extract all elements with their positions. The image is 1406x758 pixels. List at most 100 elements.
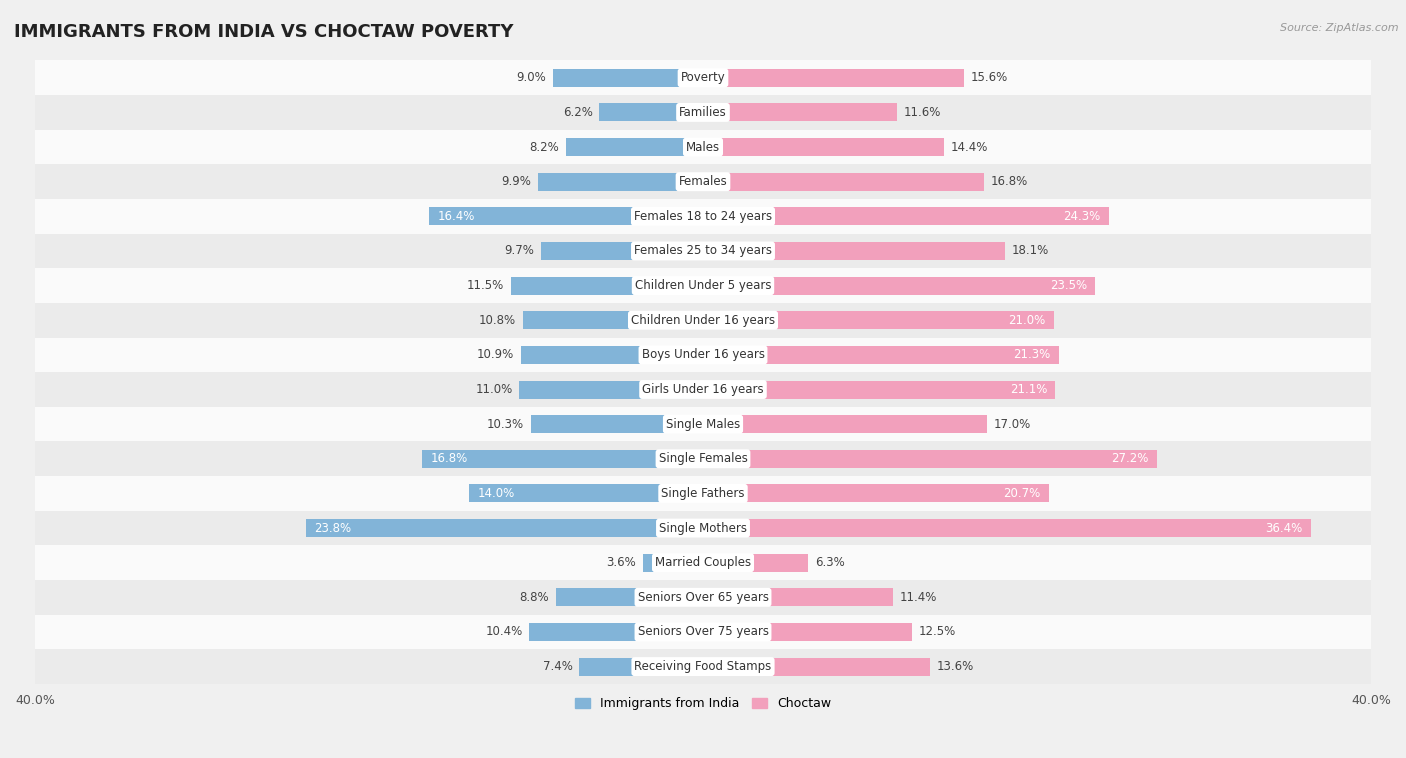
Bar — [537, 173, 703, 191]
Bar — [703, 312, 1053, 329]
Bar — [703, 69, 963, 87]
Bar — [567, 138, 703, 156]
Bar — [579, 658, 703, 675]
Legend: Immigrants from India, Choctaw: Immigrants from India, Choctaw — [569, 692, 837, 715]
Text: Seniors Over 75 years: Seniors Over 75 years — [637, 625, 769, 638]
Bar — [531, 415, 703, 433]
Text: 6.2%: 6.2% — [562, 106, 593, 119]
Text: 10.9%: 10.9% — [477, 349, 515, 362]
Text: Females 18 to 24 years: Females 18 to 24 years — [634, 210, 772, 223]
Text: 10.4%: 10.4% — [485, 625, 523, 638]
Bar — [35, 615, 1371, 650]
Bar — [35, 199, 1371, 233]
Text: 23.5%: 23.5% — [1050, 279, 1087, 292]
Text: 17.0%: 17.0% — [994, 418, 1031, 431]
Bar — [35, 650, 1371, 684]
Bar — [529, 623, 703, 641]
Bar — [35, 545, 1371, 580]
Bar — [703, 658, 931, 675]
Text: 24.3%: 24.3% — [1063, 210, 1101, 223]
Bar — [470, 484, 703, 503]
Text: IMMIGRANTS FROM INDIA VS CHOCTAW POVERTY: IMMIGRANTS FROM INDIA VS CHOCTAW POVERTY — [14, 23, 513, 41]
Bar — [35, 511, 1371, 545]
Bar — [703, 415, 987, 433]
Text: Children Under 5 years: Children Under 5 years — [634, 279, 772, 292]
Bar — [703, 381, 1056, 399]
Text: 10.3%: 10.3% — [486, 418, 524, 431]
Text: 11.5%: 11.5% — [467, 279, 505, 292]
Text: 16.4%: 16.4% — [437, 210, 475, 223]
Text: Single Females: Single Females — [658, 453, 748, 465]
Text: 6.3%: 6.3% — [815, 556, 845, 569]
Text: 12.5%: 12.5% — [918, 625, 956, 638]
Bar — [429, 208, 703, 225]
Bar — [523, 312, 703, 329]
Bar — [35, 233, 1371, 268]
Bar — [703, 588, 893, 606]
Text: Children Under 16 years: Children Under 16 years — [631, 314, 775, 327]
Text: 9.7%: 9.7% — [505, 245, 534, 258]
Bar — [703, 449, 1157, 468]
Bar — [422, 449, 703, 468]
Bar — [35, 268, 1371, 303]
Bar — [703, 208, 1109, 225]
Bar — [553, 69, 703, 87]
Text: 3.6%: 3.6% — [606, 556, 636, 569]
Bar — [35, 303, 1371, 337]
Bar — [703, 242, 1005, 260]
Text: Receiving Food Stamps: Receiving Food Stamps — [634, 660, 772, 673]
Bar — [522, 346, 703, 364]
Bar — [703, 277, 1095, 295]
Text: Single Mothers: Single Mothers — [659, 522, 747, 534]
Bar — [703, 138, 943, 156]
Bar — [703, 519, 1310, 537]
Bar — [35, 441, 1371, 476]
Text: Seniors Over 65 years: Seniors Over 65 years — [637, 590, 769, 604]
Text: 10.8%: 10.8% — [479, 314, 516, 327]
Text: 16.8%: 16.8% — [430, 453, 468, 465]
Bar — [703, 553, 808, 572]
Text: 14.4%: 14.4% — [950, 140, 987, 154]
Text: Females 25 to 34 years: Females 25 to 34 years — [634, 245, 772, 258]
Text: Source: ZipAtlas.com: Source: ZipAtlas.com — [1281, 23, 1399, 33]
Text: Females: Females — [679, 175, 727, 188]
Text: 9.9%: 9.9% — [501, 175, 531, 188]
Text: Married Couples: Married Couples — [655, 556, 751, 569]
Bar — [35, 580, 1371, 615]
Text: 21.0%: 21.0% — [1008, 314, 1046, 327]
Text: 36.4%: 36.4% — [1265, 522, 1302, 534]
Bar — [703, 103, 897, 121]
Bar — [703, 173, 984, 191]
Text: 14.0%: 14.0% — [478, 487, 515, 500]
Text: 16.8%: 16.8% — [990, 175, 1028, 188]
Text: Single Males: Single Males — [666, 418, 740, 431]
Bar — [519, 381, 703, 399]
Bar — [35, 372, 1371, 407]
Text: 21.3%: 21.3% — [1014, 349, 1050, 362]
Text: 9.0%: 9.0% — [516, 71, 546, 84]
Text: 8.2%: 8.2% — [530, 140, 560, 154]
Text: 8.8%: 8.8% — [520, 590, 550, 604]
Bar — [703, 484, 1049, 503]
Text: Families: Families — [679, 106, 727, 119]
Text: Males: Males — [686, 140, 720, 154]
Text: 11.6%: 11.6% — [904, 106, 941, 119]
Bar — [35, 130, 1371, 164]
Bar — [541, 242, 703, 260]
Text: 15.6%: 15.6% — [970, 71, 1008, 84]
Text: Poverty: Poverty — [681, 71, 725, 84]
Bar — [599, 103, 703, 121]
Bar — [510, 277, 703, 295]
Text: 11.0%: 11.0% — [475, 383, 513, 396]
Text: 13.6%: 13.6% — [936, 660, 974, 673]
Text: 23.8%: 23.8% — [314, 522, 352, 534]
Bar — [35, 164, 1371, 199]
Text: 18.1%: 18.1% — [1012, 245, 1049, 258]
Bar — [643, 553, 703, 572]
Bar — [703, 623, 911, 641]
Text: 11.4%: 11.4% — [900, 590, 938, 604]
Bar — [35, 476, 1371, 511]
Bar — [35, 407, 1371, 441]
Text: 27.2%: 27.2% — [1112, 453, 1149, 465]
Text: 20.7%: 20.7% — [1002, 487, 1040, 500]
